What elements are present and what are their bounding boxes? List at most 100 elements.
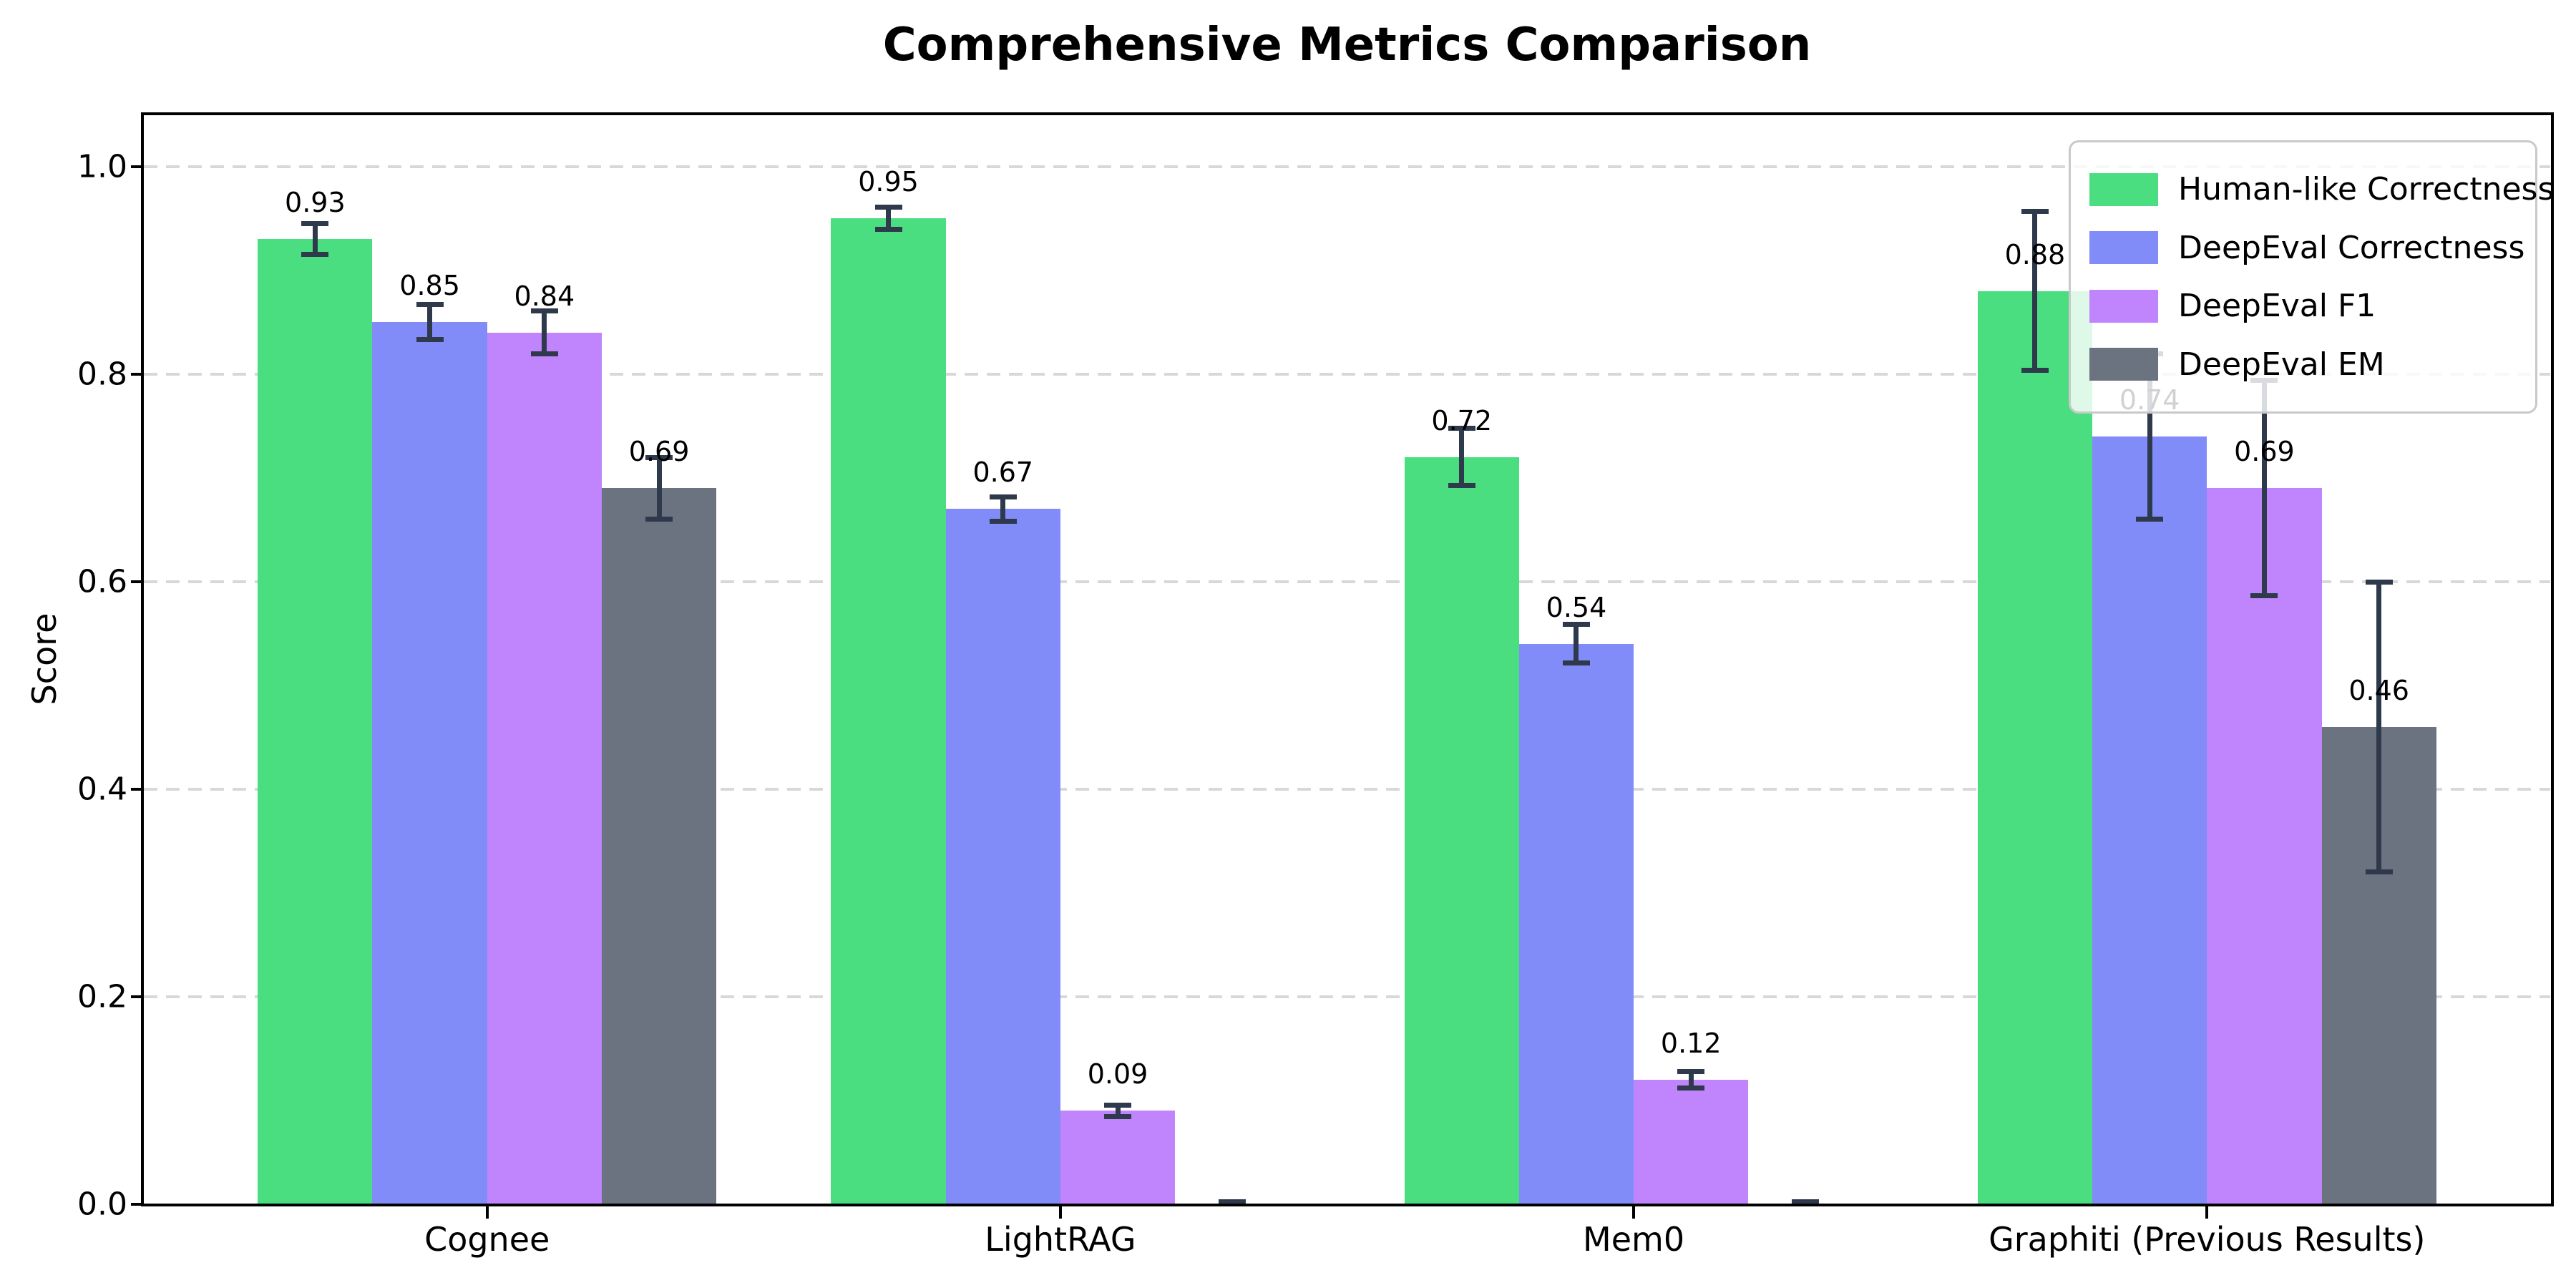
x-tick-mark: [1058, 1206, 1062, 1219]
y-tick-label: 0.6: [77, 563, 127, 600]
bar-mem0-deepeval-correctness: [1518, 643, 1634, 1204]
legend-item-human-like-correctness: Human-like Correctness: [2089, 171, 2554, 208]
bar-graphiti-previous-results-human-like-correctness: [1977, 291, 2093, 1204]
error-bar-cap-bottom: [1562, 660, 1590, 666]
error-bar-cap-top: [874, 205, 902, 210]
error-bar-cap-bottom: [2021, 368, 2049, 374]
error-bar-line: [427, 304, 433, 340]
bar-graphiti-previous-results-deepeval-correctness: [2092, 436, 2207, 1204]
x-tick-label: Graphiti (Previous Results): [1989, 1220, 2426, 1259]
error-bar-cap-top: [1448, 426, 1475, 431]
legend-item-deepeval-f1: DeepEval F1: [2089, 288, 2517, 324]
error-bar-cap-top: [645, 454, 673, 460]
error-bar-cap-top: [301, 221, 329, 227]
error-bar-line: [2376, 581, 2382, 872]
bar-lightrag-deepeval-f1: [1060, 1111, 1176, 1204]
legend-label: DeepEval EM: [2178, 346, 2385, 383]
bar-value-label: 0.95: [858, 166, 919, 198]
y-tick-label: 1.0: [77, 148, 127, 185]
x-tick-label: Mem0: [1583, 1220, 1685, 1259]
error-bar-cap-bottom: [1448, 483, 1475, 489]
bar-value-label: 0.85: [399, 270, 460, 302]
bar-value-label: 0.93: [285, 187, 346, 219]
x-tick-label: Cognee: [424, 1220, 550, 1259]
error-bar-line: [2032, 210, 2038, 371]
bar-mem0-deepeval-f1: [1634, 1079, 1749, 1204]
y-gridline: [144, 580, 2550, 583]
bar-value-label: 0.09: [1087, 1058, 1148, 1091]
y-tick-mark: [131, 580, 142, 583]
error-bar-line: [886, 207, 892, 230]
bar-value-label: 0.12: [1660, 1027, 1722, 1059]
error-bar-cap-top: [2021, 208, 2049, 214]
y-tick-mark: [131, 995, 142, 998]
bar-value-label: 0.72: [1431, 404, 1493, 436]
plot-spine-top: [141, 112, 2554, 115]
y-gridline: [144, 372, 2550, 376]
legend-label: DeepEval Correctness: [2178, 229, 2525, 266]
error-bar-cap-bottom: [874, 227, 902, 232]
error-bar-cap-top: [989, 494, 1017, 499]
error-bar-cap-top: [1792, 1199, 1820, 1204]
legend-item-deepeval-correctness: DeepEval Correctness: [2089, 230, 2524, 266]
y-tick-mark: [131, 1203, 142, 1206]
y-gridline: [144, 165, 2550, 168]
legend-swatch-deepeval-f1: [2089, 289, 2158, 323]
legend-item-deepeval-em: DeepEval EM: [2089, 346, 2517, 383]
error-bar-cap-top: [416, 302, 444, 308]
plot-spine-left: [141, 112, 144, 1206]
bar-value-label: 0.84: [514, 280, 575, 312]
error-bar-line: [1574, 624, 1579, 664]
error-bar-cap-bottom: [530, 351, 558, 357]
error-bar-cap-top: [530, 308, 558, 314]
error-bar-cap-bottom: [1104, 1114, 1132, 1120]
error-bar-line: [2147, 353, 2152, 519]
legend-label: DeepEval F1: [2178, 288, 2376, 325]
x-tick-mark: [2205, 1206, 2209, 1219]
bar-value-label: 0.46: [2348, 674, 2409, 706]
error-bar-line: [1115, 1104, 1121, 1118]
error-bar-line: [2261, 380, 2267, 596]
error-bar-cap-bottom: [2136, 516, 2164, 522]
bar-lightrag-human-like-correctness: [831, 218, 946, 1204]
error-bar-cap-top: [2365, 579, 2393, 585]
legend-swatch-deepeval-em: [2089, 348, 2158, 381]
legend-swatch-human-like-correctness: [2089, 172, 2158, 206]
error-bar-line: [656, 457, 662, 519]
error-bar-cap-bottom: [2365, 869, 2393, 874]
x-tick-mark: [485, 1206, 489, 1219]
y-gridline: [144, 995, 2550, 998]
y-tick-label: 0.2: [77, 978, 127, 1015]
error-bar-cap-bottom: [989, 518, 1017, 524]
plot-spine-right: [2551, 112, 2554, 1206]
bar-lightrag-deepeval-correctness: [945, 509, 1060, 1204]
error-bar-cap-bottom: [1677, 1085, 1705, 1091]
bar-graphiti-previous-results-deepeval-f1: [2207, 488, 2322, 1204]
error-bar-line: [542, 311, 547, 355]
bar-cognee-human-like-correctness: [258, 239, 373, 1204]
error-bar-cap-bottom: [2250, 593, 2278, 599]
error-bar-cap-top: [1562, 622, 1590, 628]
legend: Human-like Correctness DeepEval Correctne…: [2069, 140, 2554, 414]
error-bar-line: [1000, 496, 1006, 522]
bar-cognee-deepeval-correctness: [372, 322, 487, 1204]
bar-mem0-human-like-correctness: [1404, 457, 1519, 1204]
error-bar-line: [1688, 1071, 1694, 1088]
error-bar-line: [1459, 428, 1465, 487]
error-bar-line: [312, 223, 318, 255]
y-tick-label: 0.8: [77, 356, 127, 393]
y-tick-mark: [131, 372, 142, 376]
bar-value-label: 0.69: [628, 436, 690, 468]
x-tick-mark: [1632, 1206, 1636, 1219]
x-tick-label: LightRAG: [985, 1220, 1136, 1259]
error-bar-cap-top: [1104, 1102, 1132, 1108]
error-bar-cap-bottom: [645, 516, 673, 522]
error-bar-cap-bottom: [416, 336, 444, 342]
bar-cognee-deepeval-f1: [487, 332, 602, 1204]
bar-value-label: 0.54: [1546, 591, 1607, 623]
error-bar-cap-bottom: [301, 251, 329, 257]
error-bar-cap-top: [1219, 1199, 1246, 1204]
plot-spine-bottom: [141, 1204, 2554, 1206]
